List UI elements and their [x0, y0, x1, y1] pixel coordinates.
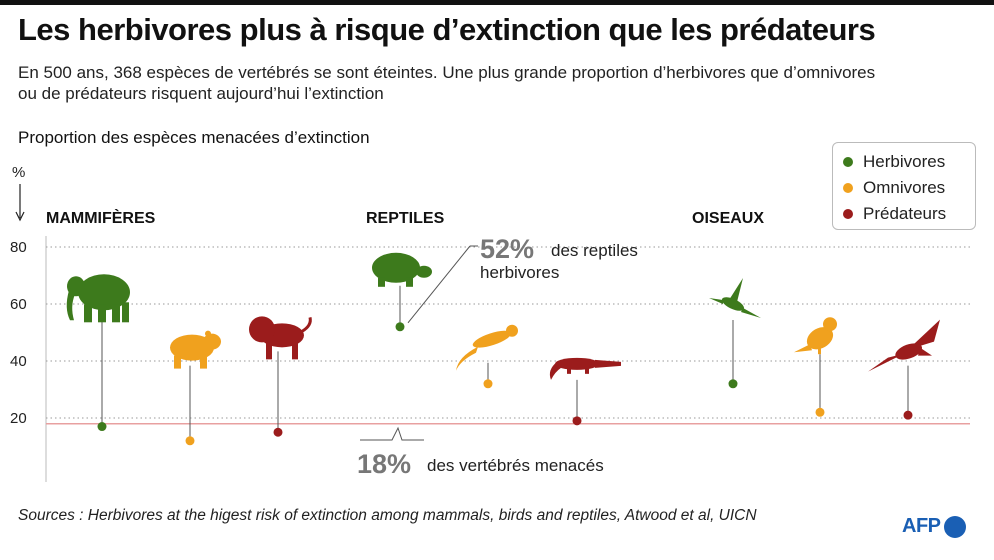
crocodile-icon	[549, 357, 621, 380]
legend-swatch-predateurs	[843, 209, 853, 219]
data-point-2-1	[815, 407, 825, 417]
elephant-icon	[66, 274, 130, 323]
afp-logo: AFP	[902, 515, 966, 538]
legend-label-herbivores: Herbivores	[863, 152, 946, 171]
y-tick-label-60: 60	[10, 296, 27, 313]
data-point-1-2	[572, 416, 582, 426]
annotation-18-leader	[360, 426, 424, 441]
legend-swatch-omnivores	[843, 183, 853, 193]
annotation-18-text: des vertébrés menacés	[427, 456, 604, 475]
annotation-52-text-1: des reptiles	[551, 241, 638, 260]
afp-logo-text: AFP	[902, 515, 941, 537]
legend-label-omnivores: Omnivores	[863, 178, 946, 197]
chart-legend: Herbivores Omnivores Prédateurs	[832, 142, 976, 230]
chart-title: Proportion des espèces menacées d’extinc…	[18, 128, 370, 147]
data-point-1-1	[483, 379, 493, 389]
legend-item-omnivores: Omnivores	[843, 175, 975, 201]
hummingbird-icon	[709, 278, 761, 318]
annotation-18-value: 18%	[357, 449, 411, 479]
group-label-2: OISEAUX	[692, 210, 764, 227]
data-point-0-2	[273, 427, 283, 437]
songbird-icon	[794, 317, 837, 355]
legend-item-predateurs: Prédateurs	[843, 201, 975, 227]
annotation-52-leader	[407, 245, 471, 324]
group-label-0: MAMMIFÈRES	[46, 208, 156, 227]
page-title: Les herbivores plus à risque d’extinctio…	[18, 12, 876, 47]
legend-swatch-herbivores	[843, 157, 853, 167]
legend-label-predateurs: Prédateurs	[863, 204, 947, 223]
annotation-52-value: 52%	[480, 234, 534, 264]
afp-logo-mark	[943, 515, 966, 538]
data-point-2-2	[903, 410, 913, 420]
annotation-52-text-2: herbivores	[480, 263, 559, 282]
top-bar	[0, 0, 994, 5]
legend-item-herbivores: Herbivores	[843, 149, 975, 175]
data-point-0-1	[185, 436, 195, 446]
eagle-icon	[868, 319, 940, 372]
data-point-2-0	[728, 379, 738, 389]
lizard-icon	[456, 324, 518, 371]
data-point-1-0	[395, 322, 405, 332]
data-point-0-0	[97, 422, 107, 432]
page-subtitle: En 500 ans, 368 espèces de vertébrés se …	[18, 63, 876, 103]
group-label-1: REPTILES	[366, 210, 445, 227]
y-tick-label-80: 80	[10, 239, 27, 256]
bear-icon	[170, 330, 221, 369]
lion-icon	[249, 316, 312, 360]
source-note: Sources : Herbivores at the higest risk …	[18, 507, 757, 524]
y-axis-arrow-head	[15, 211, 25, 222]
tortoise-icon	[372, 252, 432, 287]
y-axis-label: %	[12, 164, 25, 181]
y-tick-label-40: 40	[10, 353, 27, 370]
y-tick-label-20: 20	[10, 410, 27, 427]
